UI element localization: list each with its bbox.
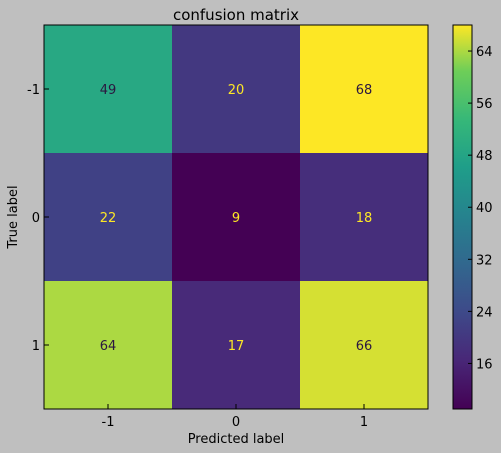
colorbar-tick-label: 56 xyxy=(476,97,493,112)
y-axis-label: True label xyxy=(6,185,21,249)
cell-value-label: 68 xyxy=(356,83,373,98)
heatmap-cell xyxy=(172,153,300,281)
chart-title: confusion matrix xyxy=(173,6,299,24)
heatmap-cell xyxy=(172,25,300,153)
colorbar-tick-label: 48 xyxy=(476,149,493,164)
cell-value-label: 66 xyxy=(356,339,373,354)
cell-value-label: 17 xyxy=(228,339,245,354)
colorbar-tick-label: 24 xyxy=(476,305,493,320)
x-axis: -1 0 1 xyxy=(102,404,368,430)
heatmap-cell xyxy=(44,25,172,153)
x-tick-label: 1 xyxy=(360,415,368,430)
cell-value-label: 18 xyxy=(356,211,373,226)
x-tick-label: -1 xyxy=(102,415,115,430)
x-axis-label: Predicted label xyxy=(188,432,285,447)
cell-value-label: 20 xyxy=(228,83,245,98)
colorbar-tick-label: 64 xyxy=(476,45,493,60)
heatmap-cell-labels: 49 20 68 22 9 18 64 17 66 xyxy=(100,83,373,354)
cell-value-label: 49 xyxy=(100,83,117,98)
heatmap-cell xyxy=(300,25,428,153)
heatmap-cell xyxy=(44,153,172,281)
y-tick-label: -1 xyxy=(27,83,40,98)
heatmap-cell xyxy=(44,281,172,409)
heatmap-cell xyxy=(300,153,428,281)
y-tick-label: 1 xyxy=(32,339,40,354)
heatmap-cell xyxy=(300,281,428,409)
cell-value-label: 9 xyxy=(232,211,240,226)
colorbar-ticks: 16 24 32 40 48 56 64 xyxy=(468,45,493,372)
y-axis: -1 0 1 xyxy=(27,83,49,354)
colorbar-tick-label: 32 xyxy=(476,253,493,268)
colorbar-tick-label: 16 xyxy=(476,357,493,372)
cell-value-label: 22 xyxy=(100,211,117,226)
heatmap-cell xyxy=(172,281,300,409)
y-tick-label: 0 xyxy=(32,211,40,226)
heatmap-cells xyxy=(44,25,428,409)
colorbar-tick-label: 40 xyxy=(476,201,493,216)
colorbar xyxy=(452,24,473,410)
cell-value-label: 64 xyxy=(100,339,117,354)
x-tick-label: 0 xyxy=(232,415,240,430)
